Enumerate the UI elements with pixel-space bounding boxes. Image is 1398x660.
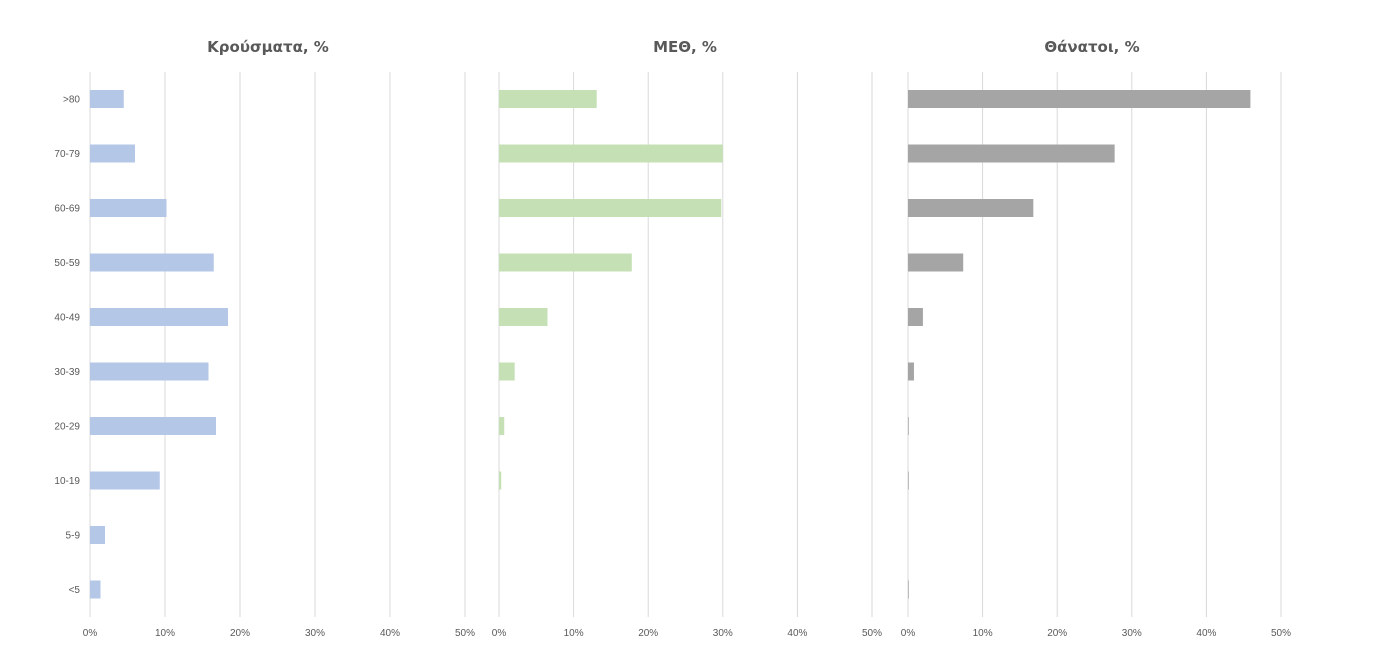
x-tick-label: 40% — [380, 628, 400, 639]
x-tick-label: 50% — [862, 628, 882, 639]
bar — [908, 417, 909, 435]
chart-title: Κρούσματα, % — [207, 38, 329, 56]
category-label: >80 — [63, 95, 80, 106]
category-label: 30-39 — [54, 367, 80, 378]
x-tick-label: 30% — [305, 628, 325, 639]
x-tick-label: 10% — [973, 628, 993, 639]
bar — [499, 199, 722, 217]
bar — [908, 471, 909, 490]
category-label: 5-9 — [66, 531, 81, 542]
bar — [908, 90, 1251, 108]
bar — [908, 308, 923, 326]
x-tick-label: 30% — [713, 628, 733, 639]
x-tick-label: 0% — [83, 628, 98, 639]
bar — [499, 417, 505, 435]
category-label: 50-59 — [54, 258, 80, 269]
x-tick-label: 30% — [1122, 628, 1142, 639]
bar — [90, 90, 124, 108]
category-label: 70-79 — [54, 149, 80, 160]
bar — [908, 144, 1115, 163]
category-label: <5 — [69, 585, 81, 596]
bar — [499, 471, 502, 490]
category-label: 40-49 — [54, 313, 80, 324]
x-tick-label: 40% — [787, 628, 807, 639]
chart-panel-2: ΜΕΘ, % 0% 10% 20% 30% 40% 50% — [492, 38, 882, 639]
chart-panel-3: Θάνατοι, % 0% 10% 20% 30% 40% 50% — [901, 38, 1291, 639]
bar — [499, 144, 723, 163]
x-tick-label: 0% — [901, 628, 916, 639]
bar — [90, 144, 135, 163]
bar — [499, 362, 515, 381]
bar — [90, 526, 105, 544]
bar — [90, 199, 167, 217]
bar — [90, 308, 228, 326]
bar — [90, 417, 216, 435]
x-tick-label: 50% — [455, 628, 475, 639]
x-tick-label: 10% — [564, 628, 584, 639]
x-tick-label: 40% — [1196, 628, 1216, 639]
bar — [908, 580, 909, 599]
bar — [908, 253, 964, 272]
x-tick-label: 10% — [155, 628, 175, 639]
bar — [90, 253, 214, 272]
x-tick-label: 20% — [638, 628, 658, 639]
bar — [908, 199, 1034, 217]
chart-title: Θάνατοι, % — [1044, 38, 1139, 56]
x-tick-label: 20% — [1047, 628, 1067, 639]
bar — [90, 362, 209, 381]
bar — [908, 362, 914, 381]
x-tick-label: 0% — [492, 628, 507, 639]
chart-title: ΜΕΘ, % — [653, 38, 717, 56]
bar — [499, 253, 632, 272]
category-label: 20-29 — [54, 422, 80, 433]
bar — [90, 580, 101, 599]
x-tick-label: 50% — [1271, 628, 1291, 639]
bar — [90, 471, 160, 490]
category-label: 10-19 — [54, 476, 80, 487]
chart-panel-1: Κρούσματα, % 0% 10% 20% 30% 40% 50% >80 70-79 60-… — [54, 38, 475, 639]
bar — [499, 90, 597, 108]
category-label: 60-69 — [54, 204, 80, 215]
x-tick-label: 20% — [230, 628, 250, 639]
bar — [499, 308, 548, 326]
